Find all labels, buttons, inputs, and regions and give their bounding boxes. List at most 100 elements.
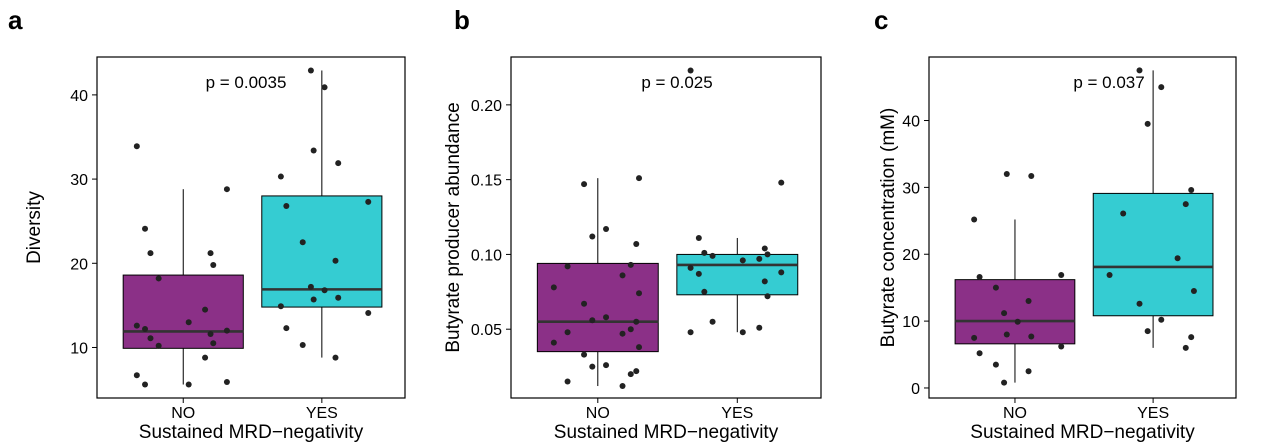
data-point (687, 264, 694, 271)
data-point (564, 263, 571, 270)
data-point (133, 143, 140, 150)
data-point (207, 331, 214, 338)
data-point (581, 351, 588, 358)
data-point (1136, 300, 1143, 307)
data-point (283, 203, 290, 210)
x-axis-title: Sustained MRD−negativity (554, 422, 779, 443)
data-point (185, 381, 192, 388)
x-tick-label: NO (171, 405, 195, 422)
p-value-annotation: p = 0.037 (1073, 73, 1144, 92)
data-point (619, 383, 626, 390)
data-point (1158, 316, 1165, 323)
data-point (310, 296, 317, 303)
data-point (1144, 120, 1151, 127)
data-point (564, 378, 571, 385)
y-tick-label: 0 (911, 381, 920, 398)
data-point (223, 186, 230, 193)
data-point (1106, 271, 1113, 278)
data-point (1001, 310, 1008, 317)
data-point (603, 314, 610, 321)
data-point (207, 250, 214, 257)
y-tick-label: 40 (70, 88, 88, 105)
data-point (589, 233, 596, 240)
y-axis-title: Butyrate producer abundance (443, 102, 464, 352)
data-point (976, 350, 983, 357)
data-point (310, 147, 317, 154)
plot-frame (510, 56, 822, 399)
data-point (277, 303, 284, 310)
data-point (365, 198, 372, 205)
p-value-annotation: p = 0.0035 (206, 73, 287, 92)
data-point (976, 273, 983, 280)
data-point (687, 329, 694, 336)
data-point (283, 325, 290, 332)
x-tick-label: YES (721, 405, 753, 422)
data-point (155, 342, 162, 349)
y-axis-title: Diversity (24, 191, 45, 264)
data-point (1182, 201, 1189, 208)
data-point (971, 334, 978, 341)
data-point (147, 250, 154, 257)
data-point (142, 381, 149, 388)
data-point (756, 324, 763, 331)
data-point (971, 216, 978, 223)
data-point (761, 278, 768, 285)
data-point (1058, 343, 1065, 350)
data-point (335, 294, 342, 301)
data-point (1158, 84, 1165, 91)
box-no (122, 274, 244, 349)
data-point (1120, 210, 1127, 217)
y-axis-title: Butyrate concentration (mM) (878, 108, 899, 348)
data-point (321, 287, 328, 294)
data-point (589, 317, 596, 324)
data-point (155, 275, 162, 282)
data-point (202, 306, 209, 313)
data-point (1003, 171, 1010, 178)
data-point (307, 283, 314, 290)
data-point (778, 269, 785, 276)
data-point (761, 245, 768, 252)
panel-letter: a (8, 5, 23, 35)
data-point (695, 234, 702, 241)
data-point (633, 368, 640, 375)
data-point (133, 372, 140, 379)
x-tick-label: YES (1137, 405, 1169, 422)
box-no (536, 262, 659, 353)
data-point (550, 339, 557, 346)
data-point (756, 255, 763, 262)
data-point (185, 319, 192, 326)
data-point (1190, 288, 1197, 295)
data-point (603, 225, 610, 232)
data-point (202, 354, 209, 361)
x-tick-label: NO (1003, 405, 1027, 422)
data-point (636, 175, 643, 182)
data-point (550, 284, 557, 291)
data-point (210, 340, 217, 347)
data-point (1028, 173, 1035, 180)
data-point (147, 335, 154, 342)
data-point (1188, 334, 1195, 341)
y-tick-label: 20 (902, 247, 920, 264)
data-point (695, 270, 702, 277)
y-tick-label: 0.10 (471, 247, 502, 264)
data-point (764, 251, 771, 258)
panel-letter: b (454, 5, 470, 35)
data-point (1025, 368, 1032, 375)
data-point (1014, 318, 1021, 325)
data-point (619, 330, 626, 337)
data-point (1182, 344, 1189, 351)
data-point (1025, 298, 1032, 305)
data-point (739, 329, 746, 336)
data-point (564, 329, 571, 336)
y-tick-label: 10 (70, 340, 88, 357)
data-point (739, 257, 746, 264)
data-point (627, 371, 634, 378)
data-point (299, 341, 306, 348)
data-point (709, 252, 716, 259)
box-yes (1092, 192, 1214, 317)
box-no (954, 279, 1076, 345)
